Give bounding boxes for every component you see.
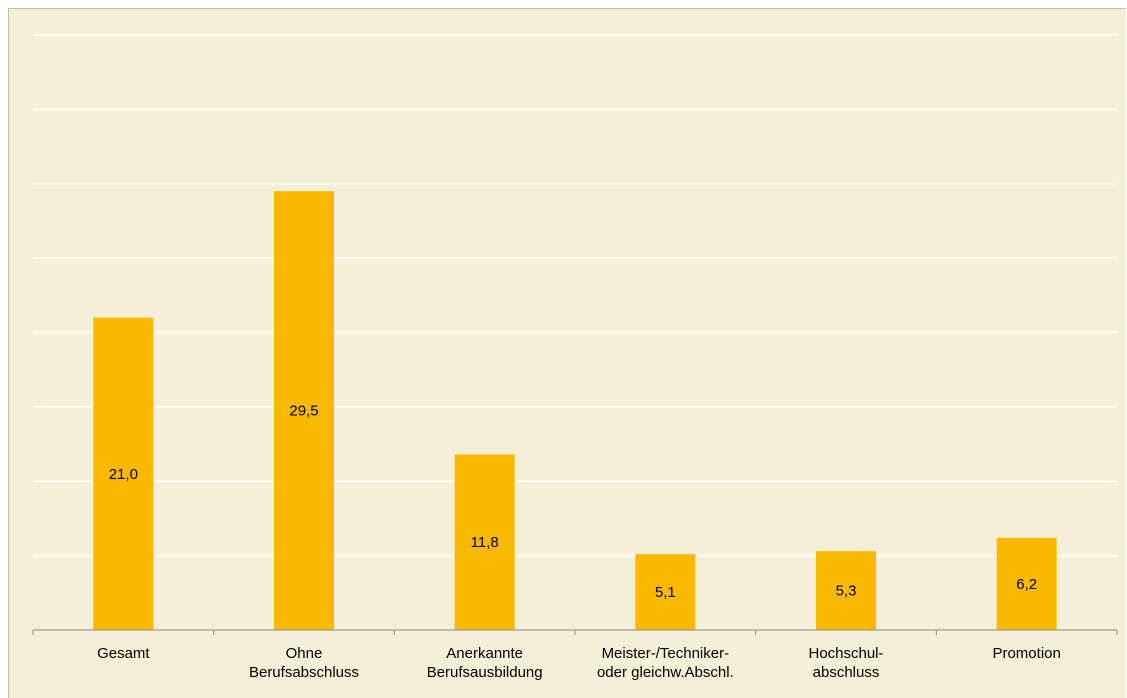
bar <box>274 191 334 630</box>
data-label: 11,8 <box>471 534 499 551</box>
bar <box>816 551 876 630</box>
category-label: Ohne Berufsabschluss <box>249 645 359 681</box>
data-label: 5,1 <box>655 584 676 601</box>
bar <box>93 317 154 630</box>
bar <box>996 537 1057 630</box>
category-label: Anerkannte Berufsausbildung <box>427 645 543 681</box>
category-label: Promotion <box>992 645 1060 662</box>
bar <box>635 554 696 630</box>
category-label: Gesamt <box>97 645 150 662</box>
category-label: Meister-/Techniker-oder gleichw.Abschl. <box>597 645 734 681</box>
category-label: Hochschul-abschluss <box>808 645 883 681</box>
data-label: 21,0 <box>109 466 138 483</box>
bar <box>454 454 515 630</box>
data-label: 5,3 <box>836 583 857 600</box>
data-label: 29,5 <box>289 403 318 420</box>
data-label: 6,2 <box>1016 576 1037 593</box>
